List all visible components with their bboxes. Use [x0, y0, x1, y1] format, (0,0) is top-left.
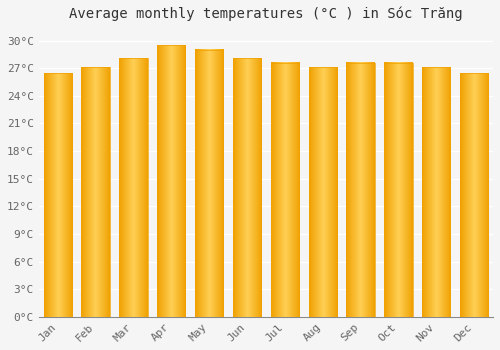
- Bar: [270, 63, 299, 317]
- Bar: [233, 58, 261, 317]
- Bar: [460, 73, 488, 317]
- Bar: [119, 58, 148, 317]
- Bar: [384, 63, 412, 317]
- Bar: [195, 50, 224, 317]
- Bar: [44, 73, 72, 317]
- Bar: [346, 63, 375, 317]
- Bar: [308, 67, 337, 317]
- Bar: [157, 45, 186, 317]
- Bar: [82, 67, 110, 317]
- Title: Average monthly temperatures (°C ) in Sóc Trăng: Average monthly temperatures (°C ) in Só…: [69, 7, 462, 21]
- Bar: [422, 67, 450, 317]
